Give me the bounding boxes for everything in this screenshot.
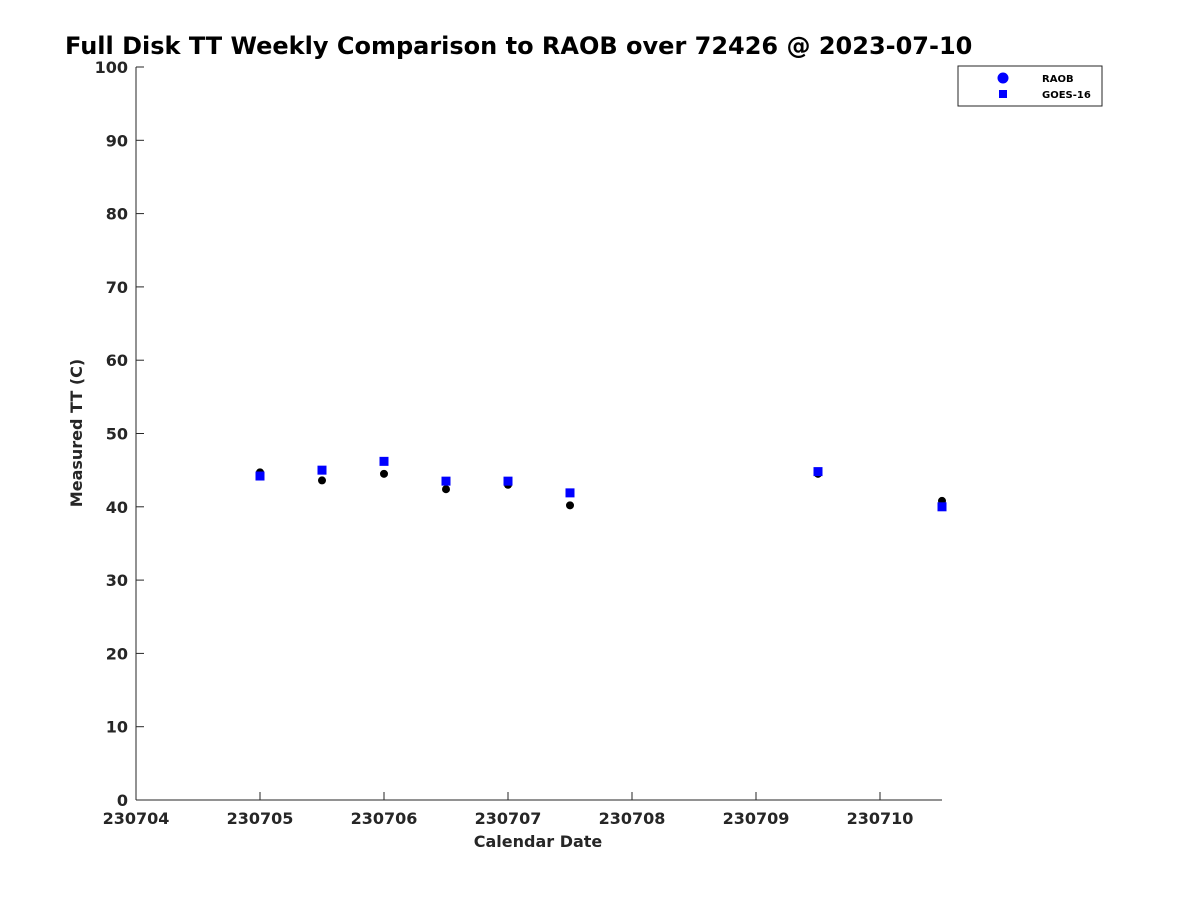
raob-point (566, 501, 574, 510)
y-tick-label: 100 (95, 58, 128, 77)
y-tick-label: 40 (106, 498, 128, 517)
goes16-point (937, 502, 947, 512)
raob-point (442, 485, 450, 494)
y-tick-label: 60 (106, 351, 128, 370)
chart-title: Full Disk TT Weekly Comparison to RAOB o… (65, 32, 972, 60)
legend: RAOB GOES-16 (957, 65, 1103, 107)
y-ticks: 0 10 20 30 40 50 60 70 80 90 100 (95, 58, 144, 810)
goes16-point (317, 465, 327, 475)
y-tick-label: 50 (106, 425, 128, 444)
series-raob (256, 468, 946, 510)
x-ticks: 230704 230705 230706 230707 230708 230709 2307… (103, 792, 914, 828)
legend-label-raob: RAOB (1042, 74, 1074, 85)
x-tick-label: 230705 (227, 809, 294, 828)
x-tick-label: 230704 (103, 809, 170, 828)
goes16-point (255, 471, 265, 481)
legend-box (957, 65, 1103, 107)
goes16-point (813, 467, 823, 477)
raob-point (380, 469, 388, 478)
y-tick-label: 90 (106, 131, 128, 150)
x-axis-label: Calendar Date (474, 832, 603, 851)
y-axis-label: Measured TT (C) (67, 359, 86, 507)
y-tick-label: 10 (106, 718, 128, 737)
series-layer (255, 456, 947, 512)
goes16-point (503, 476, 513, 486)
goes16-point (441, 476, 451, 486)
raob-point (318, 476, 326, 485)
legend-label-goes16: GOES-16 (1042, 90, 1091, 101)
y-tick-label: 20 (106, 644, 128, 663)
x-tick-label: 230709 (723, 809, 790, 828)
axes (135, 67, 942, 801)
goes16-point (565, 488, 575, 498)
x-tick-label: 230706 (351, 809, 418, 828)
x-tick-label: 230710 (847, 809, 914, 828)
series-goes-16 (255, 456, 947, 512)
y-tick-label: 0 (117, 791, 128, 810)
x-tick-label: 230708 (599, 809, 666, 828)
y-tick-label: 80 (106, 205, 128, 224)
legend-marker-raob (997, 72, 1009, 84)
y-tick-label: 70 (106, 278, 128, 297)
y-tick-label: 30 (106, 571, 128, 590)
goes16-point (379, 456, 389, 466)
x-tick-label: 230707 (475, 809, 542, 828)
legend-marker-goes16 (999, 90, 1007, 98)
